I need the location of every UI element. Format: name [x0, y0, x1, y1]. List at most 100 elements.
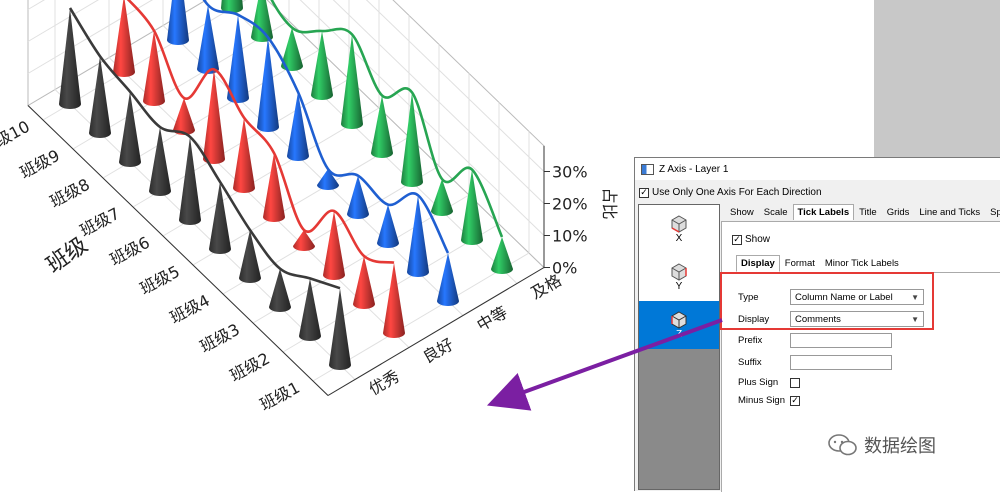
- z-tick-label: 0%: [552, 259, 577, 278]
- background-panel: [874, 0, 1000, 158]
- cone-优秀-6: [179, 136, 201, 225]
- axis-item-z[interactable]: Z: [639, 301, 719, 349]
- minus-sign-label: Minus Sign: [738, 395, 785, 406]
- display-panel: Type Column Name or Label ▼ Display Comm…: [732, 272, 1000, 493]
- series-curve-3: [270, 0, 504, 238]
- cone-中等-3: [377, 204, 399, 248]
- type-value: Column Name or Label: [795, 291, 893, 303]
- subtab-minor-tick-labels[interactable]: Minor Tick Labels: [824, 258, 899, 269]
- cone-中等-9: [197, 5, 219, 74]
- cone-优秀-9: [89, 56, 111, 139]
- plus-sign-row: Plus Sign: [738, 377, 803, 388]
- tab-scale[interactable]: Scale: [763, 207, 788, 218]
- x-tick-label: 班级2: [227, 349, 273, 386]
- display-label: Display: [738, 313, 770, 325]
- x-tick-label: 班级10: [0, 117, 33, 158]
- axis-item-x[interactable]: X: [639, 205, 719, 253]
- tab-line-and-ticks[interactable]: Line and Ticks: [919, 207, 981, 218]
- cone-良好-10: [113, 0, 135, 77]
- cone-中等-6: [287, 92, 309, 161]
- cone-中等-5: [317, 169, 339, 190]
- x-tick-label: 班级6: [107, 233, 153, 270]
- cone-中等-2: [407, 195, 429, 277]
- y-tick-label: 中等: [474, 303, 511, 335]
- watermark-text: 数据绘图: [864, 436, 936, 457]
- wall-grid-line: [299, 0, 545, 236]
- axis-item-y[interactable]: Y: [639, 253, 719, 301]
- plus-sign-checkbox[interactable]: [790, 377, 800, 388]
- cone-及格-5: [371, 95, 393, 158]
- tab-spec[interactable]: Spec: [990, 207, 1000, 218]
- cone-中等-1: [437, 253, 459, 306]
- x-tick-label: 班级9: [17, 146, 63, 183]
- cone-及格-1: [491, 237, 513, 274]
- cone-chart: 班级1 班级2 班级3 班级4 班级5 班级6 班级7 班级8 班级9 班级10 班级 优秀 良好 中等及…: [0, 0, 619, 415]
- suffix-label: Suffix: [738, 357, 762, 368]
- x-tick-label: 班级4: [167, 291, 213, 328]
- show-checkbox[interactable]: ✓ Show: [732, 234, 770, 245]
- cone-优秀-3: [269, 268, 291, 312]
- minus-sign-row: Minus Sign ✓: [738, 395, 803, 406]
- cone-及格-9: [251, 0, 273, 42]
- y-tick-label: 良好: [420, 335, 457, 367]
- cone-良好-3: [323, 211, 345, 280]
- cone-优秀-5: [209, 181, 231, 254]
- cone-优秀-8: [119, 91, 141, 167]
- app-icon: [641, 163, 654, 175]
- cube-icon: [671, 214, 687, 233]
- series-curve-1: [126, 0, 395, 264]
- dialog-title: Z Axis - Layer 1: [659, 163, 729, 175]
- prefix-input[interactable]: [790, 333, 892, 348]
- y-tick-label: 优秀: [366, 367, 403, 399]
- cone-良好-1: [383, 262, 405, 338]
- cone-优秀-10: [59, 8, 81, 109]
- minus-sign-checkbox[interactable]: ✓: [790, 395, 800, 406]
- cone-中等-10: [167, 0, 189, 45]
- subtab-bar: Display Format Minor Tick Labels: [736, 255, 904, 272]
- cone-良好-5: [263, 153, 285, 222]
- tab-grids[interactable]: Grids: [886, 207, 910, 218]
- z-axis-title: 占比: [600, 187, 619, 219]
- cube-icon: [671, 310, 687, 329]
- subtab-format[interactable]: Format: [784, 258, 815, 269]
- tab-tick-labels[interactable]: Tick Labels: [792, 204, 855, 220]
- x-axis-line: [27, 105, 329, 396]
- wall-grid-line: [27, 0, 100, 42]
- suffix-row: Suffix: [738, 355, 892, 370]
- checkbox-checked-icon[interactable]: ✓: [732, 234, 742, 245]
- type-row: Type Column Name or Label ▼: [738, 289, 924, 305]
- subtab-display[interactable]: Display: [736, 255, 780, 272]
- cone-及格-6: [341, 34, 363, 129]
- cone-中等-7: [257, 37, 279, 132]
- cone-优秀-1: [329, 288, 351, 370]
- show-label: Show: [745, 234, 771, 245]
- z-tick-label: 30%: [552, 163, 588, 182]
- tab-show[interactable]: Show: [730, 207, 754, 218]
- x-tick-label: 班级1: [257, 378, 303, 415]
- type-dropdown[interactable]: Column Name or Label ▼: [790, 289, 924, 305]
- wechat-icon: [828, 434, 857, 456]
- title-bar: Z Axis - Layer 1: [635, 158, 1000, 180]
- x-tick-label: 班级5: [137, 262, 183, 299]
- axis-item-label: Y: [675, 280, 683, 292]
- cone-及格-3: [431, 179, 453, 216]
- checkbox-checked-icon[interactable]: ✓: [639, 187, 649, 198]
- tab-title[interactable]: Title: [859, 207, 877, 218]
- display-dropdown[interactable]: Comments ▼: [790, 311, 924, 327]
- cone-优秀-7: [149, 127, 171, 196]
- suffix-input[interactable]: [790, 355, 892, 370]
- cone-良好-9: [143, 30, 165, 107]
- cone-中等-4: [347, 175, 369, 219]
- prefix-row: Prefix: [738, 333, 892, 348]
- cone-及格-4: [401, 92, 423, 187]
- cone-良好-7: [203, 69, 225, 164]
- prefix-label: Prefix: [738, 335, 763, 346]
- cone-良好-6: [233, 117, 255, 193]
- cone-及格-7: [311, 31, 333, 100]
- y-axis-line: [327, 267, 545, 396]
- tab-bar: Show Scale Tick Labels Title Grids Line …: [725, 204, 1000, 220]
- type-label: Type: [738, 291, 759, 303]
- watermark: 数据绘图: [828, 432, 936, 458]
- axis-list: X Y Z: [638, 204, 720, 490]
- use-one-axis-checkbox[interactable]: ✓ Use Only One Axis For Each Direction: [639, 187, 822, 198]
